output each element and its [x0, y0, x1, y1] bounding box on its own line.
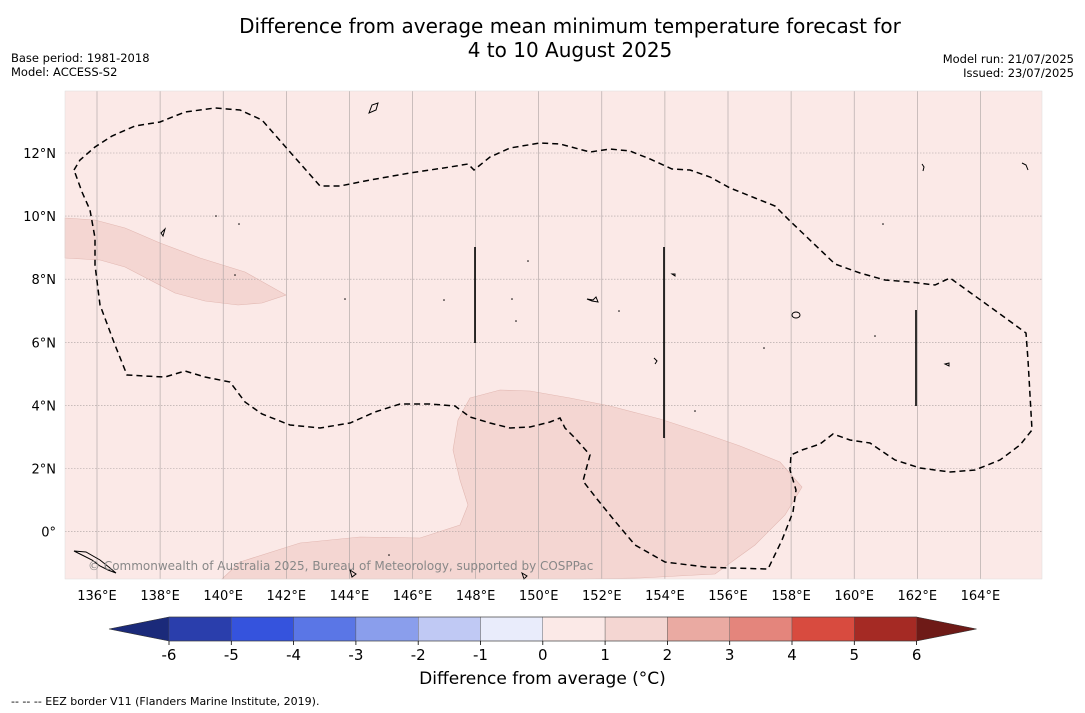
island-outlines	[73, 102, 1029, 580]
colorbar-segment	[542, 616, 606, 642]
latitude-label: 10°N	[23, 210, 56, 225]
latitude-label: 6°N	[32, 336, 57, 351]
colorbar-label: 5	[850, 646, 860, 664]
colorbar-label: 6	[912, 646, 922, 664]
colorbar-extend-high	[916, 617, 977, 641]
latitude-labels: 12°N 10°N 8°N 6°N 4°N 2°N 0°	[23, 147, 56, 541]
longitude-label: 160°E	[834, 589, 874, 604]
map-attribution: © Commonwealth of Australia 2025, Bureau…	[88, 559, 593, 573]
longitude-label: 140°E	[203, 589, 243, 604]
longitude-labels: 136°E 138°E 140°E 142°E 144°E 146°E 148°E 150°E…	[77, 589, 1000, 604]
map-title: Difference from average mean minimum tem…	[0, 14, 1085, 62]
longitude-label: 158°E	[771, 589, 811, 604]
colorbar-segment	[168, 616, 232, 642]
colorbar-label: -4	[286, 646, 301, 664]
colorbar-segment	[667, 616, 730, 642]
colorbar-label: 4	[787, 646, 797, 664]
run-info: Model run: 21/07/2025 Issued: 23/07/2025	[943, 52, 1074, 80]
colorbar-title: Difference from average (°C)	[419, 669, 666, 689]
colorbar-label: -6	[162, 646, 177, 664]
colorbar-labels: -6 -5 -4 -3 -2 -1 0 1 2 3 4 5 6	[162, 641, 922, 664]
island-dots	[215, 215, 884, 556]
latitude-label: 0°	[41, 526, 56, 541]
latitude-label: 2°N	[32, 463, 57, 478]
longitude-label: 146°E	[393, 589, 433, 604]
model-name: Model: ACCESS-S2	[11, 65, 118, 79]
longitude-label: 144°E	[330, 589, 370, 604]
longitude-label: 150°E	[519, 589, 559, 604]
anomaly-patch-northwest	[64, 217, 287, 306]
longitude-label: 162°E	[898, 589, 938, 604]
eez-border-north	[73, 107, 1033, 570]
longitude-label: 156°E	[708, 589, 748, 604]
issued-date: Issued: 23/07/2025	[963, 66, 1074, 80]
map-frame	[64, 90, 1043, 580]
colorbar-label: -2	[411, 646, 426, 664]
colorbar-segment	[418, 616, 481, 642]
colorbar-label: -3	[348, 646, 363, 664]
longitude-label: 142°E	[267, 589, 307, 604]
longitude-label: 138°E	[140, 589, 180, 604]
colorbar-extend-low	[109, 617, 169, 641]
title-line-1: Difference from average mean minimum tem…	[239, 14, 901, 38]
colorbar	[108, 616, 977, 642]
colorbar-segment	[729, 616, 793, 642]
latitude-label: 12°N	[23, 147, 56, 162]
colorbar-label: 2	[663, 646, 673, 664]
latitude-label: 4°N	[32, 399, 57, 414]
colorbar-label: 1	[600, 646, 610, 664]
colorbar-label: -5	[224, 646, 239, 664]
latitude-gridlines	[65, 152, 1042, 532]
colorbar-segment	[604, 616, 668, 642]
title-line-2: 4 to 10 August 2025	[467, 38, 673, 62]
colorbar-segment	[231, 616, 294, 642]
colorbar-segment	[355, 616, 419, 642]
longitude-label: 152°E	[582, 589, 622, 604]
colorbar-segment	[791, 616, 855, 642]
base-info: Base period: 1981-2018 Model: ACCESS-S2	[11, 51, 150, 79]
eez-footnote: -- -- -- EEZ border V11 (Flanders Marine…	[11, 695, 320, 708]
eez-border-segments	[474, 247, 917, 438]
colorbar-segment	[480, 616, 543, 642]
colorbar-label: 3	[725, 646, 735, 664]
longitude-label: 154°E	[645, 589, 685, 604]
base-period: Base period: 1981-2018	[11, 51, 150, 65]
model-run-date: Model run: 21/07/2025	[942, 52, 1074, 66]
colorbar-segment	[854, 616, 917, 642]
colorbar-segment	[293, 616, 357, 642]
colorbar-label: -1	[473, 646, 488, 664]
longitude-label: 136°E	[77, 589, 117, 604]
longitude-label: 164°E	[961, 589, 1001, 604]
latitude-label: 8°N	[32, 273, 57, 288]
longitude-label: 148°E	[456, 589, 496, 604]
colorbar-label: 0	[538, 646, 548, 664]
